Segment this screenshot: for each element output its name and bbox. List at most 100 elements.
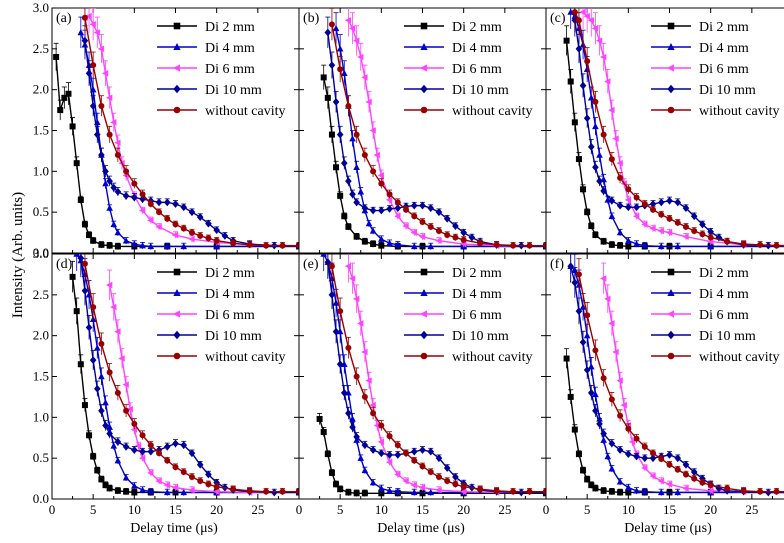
data-point [571, 9, 578, 16]
data-point [197, 478, 204, 485]
legend-marker [173, 43, 181, 50]
series-line [318, 418, 546, 494]
data-point [419, 490, 426, 497]
data-point [81, 402, 88, 409]
data-point [163, 198, 171, 207]
data-point [336, 360, 344, 369]
data-point [328, 290, 336, 299]
legend-label: without cavity [205, 104, 286, 119]
data-point [386, 191, 393, 198]
data-point [106, 429, 113, 438]
data-point [365, 98, 372, 106]
y-tick-label: 0.5 [33, 204, 49, 219]
data-point [563, 37, 570, 44]
data-point [333, 164, 340, 171]
data-point [608, 156, 615, 163]
data-point [85, 12, 92, 20]
data-point [596, 151, 603, 158]
data-point [114, 389, 121, 396]
data-point [620, 401, 627, 409]
series-line [84, 263, 299, 493]
legend-marker [667, 22, 675, 30]
data-point [85, 69, 93, 78]
data-point [147, 242, 155, 250]
data-point [657, 198, 665, 207]
data-point [349, 190, 356, 199]
data-point [263, 488, 270, 495]
data-point [518, 488, 525, 497]
data-point [617, 174, 624, 181]
panel-label: (a) [56, 11, 72, 26]
data-point [600, 131, 607, 138]
data-point [122, 237, 130, 244]
legend-marker [420, 84, 428, 94]
data-point [641, 201, 648, 207]
data-point [114, 243, 121, 250]
data-point [340, 388, 348, 397]
data-point [81, 286, 89, 295]
data-point [657, 488, 665, 496]
data-point [138, 207, 146, 214]
data-point [378, 490, 385, 497]
data-point [98, 372, 105, 380]
data-point [394, 442, 401, 449]
data-point [106, 423, 113, 430]
data-point [378, 422, 385, 429]
data-point [131, 240, 138, 247]
data-point [418, 233, 426, 240]
legend-label: Di 6 mm [699, 308, 749, 323]
data-point [61, 94, 68, 101]
data-point [196, 213, 204, 221]
data-point [89, 102, 97, 110]
data-point [171, 231, 179, 239]
data-point [369, 446, 377, 454]
data-point [73, 160, 80, 167]
data-point [246, 487, 253, 494]
legend-label: without cavity [699, 350, 780, 365]
data-point [81, 221, 88, 228]
data-point [584, 58, 591, 65]
x-tick-label: 5 [337, 502, 344, 517]
x-axis-title-middle: Delay time (μs) [377, 521, 465, 536]
data-point [460, 488, 467, 495]
data-point [608, 106, 615, 114]
data-point [69, 273, 76, 280]
data-point [403, 206, 410, 213]
data-point [443, 464, 451, 472]
data-point [122, 442, 130, 451]
data-point [410, 229, 417, 236]
data-point [633, 194, 640, 201]
data-point [357, 320, 364, 327]
data-point [587, 142, 595, 151]
data-point [131, 420, 138, 427]
data-point [139, 191, 146, 198]
series-line [71, 276, 299, 494]
data-point [213, 483, 220, 490]
data-point [699, 474, 706, 483]
data-point [361, 238, 368, 245]
data-point [707, 482, 714, 489]
data-point [510, 242, 517, 249]
legend-label: Di 10 mm [452, 329, 509, 344]
data-point [543, 242, 546, 249]
data-point [164, 215, 171, 222]
series-line [565, 40, 784, 248]
data-point [90, 62, 97, 69]
data-point [246, 241, 253, 248]
data-point [579, 81, 587, 90]
data-point [106, 94, 113, 102]
data-point [625, 243, 632, 250]
data-point [682, 204, 690, 212]
data-point [633, 203, 640, 212]
legend-label: Di 6 mm [452, 62, 502, 77]
series-line [84, 17, 299, 247]
legend-label: Di 4 mm [452, 41, 502, 56]
legend-marker [420, 43, 428, 50]
data-point [435, 454, 443, 463]
data-point [180, 203, 188, 212]
data-point [328, 263, 335, 270]
data-point [773, 242, 780, 249]
data-point [649, 454, 657, 463]
data-point [156, 450, 163, 457]
